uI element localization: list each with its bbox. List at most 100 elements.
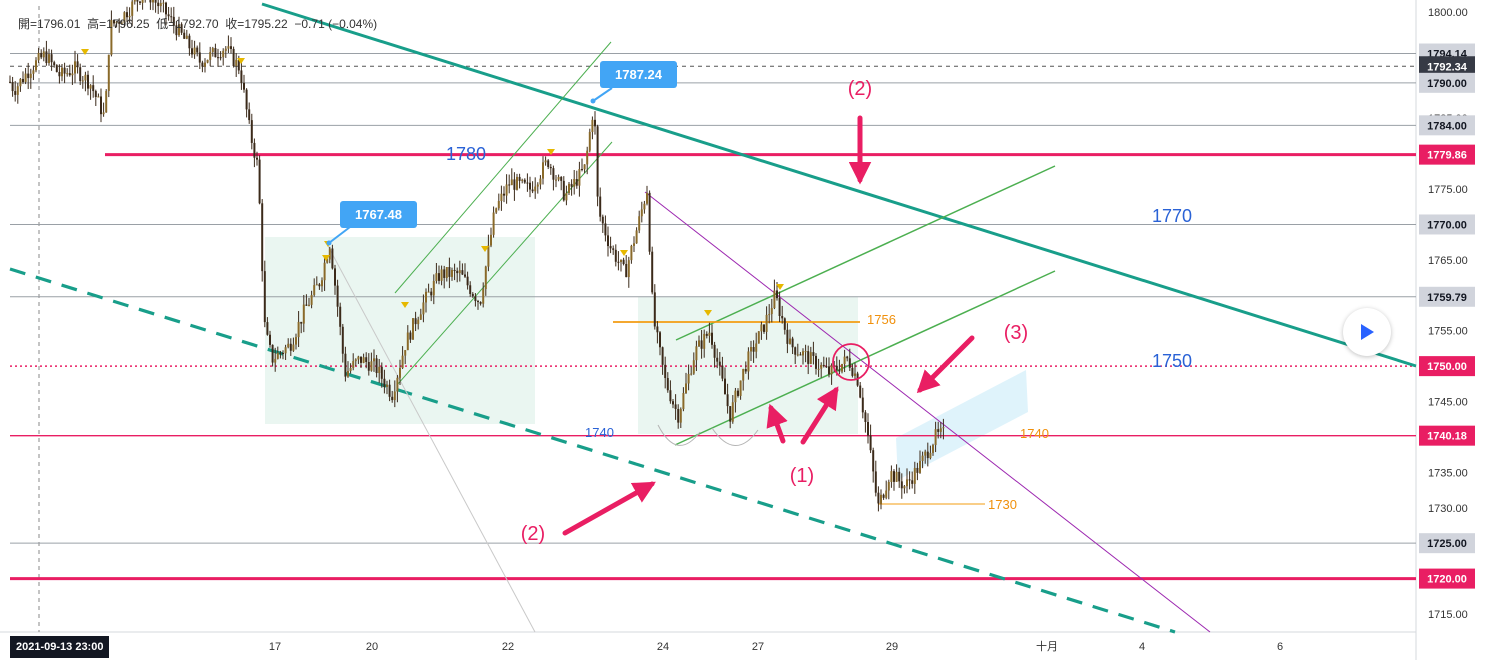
candle-body [721, 365, 724, 379]
x-tick-4: 4 [1139, 641, 1145, 653]
y-tick-label: 1765.00 [1428, 255, 1468, 267]
crosshair-date-badge: 2021-09-13 23:00 [10, 636, 110, 658]
candle-body [334, 268, 336, 286]
candle-body [503, 193, 505, 196]
candle-body [61, 67, 63, 77]
candle-body [747, 351, 750, 372]
candle-body [209, 52, 212, 60]
candle-body [79, 67, 82, 81]
candle-body [258, 159, 261, 204]
candle-body [141, 0, 144, 3]
candle-body [219, 57, 222, 59]
open-label: 開 [18, 17, 31, 31]
candle-body [58, 71, 61, 77]
price-badge-bg [1419, 568, 1475, 589]
candle-body [183, 32, 186, 39]
candle-body [409, 332, 412, 340]
candle-body [347, 370, 349, 377]
candle-body [430, 291, 433, 296]
candle-body [154, 0, 157, 3]
candle-body [318, 284, 321, 287]
candle-body [828, 366, 830, 375]
arrow-left-down [916, 335, 975, 394]
candle-body [328, 248, 331, 260]
candle-body [516, 176, 518, 190]
candle-body [880, 494, 882, 504]
candle-body [487, 245, 490, 267]
candle-body [838, 369, 841, 372]
candle-body [180, 24, 183, 33]
candle-body [357, 356, 360, 360]
candle-body [336, 285, 339, 307]
breakout-circle [832, 343, 870, 381]
candle-body [55, 65, 58, 72]
price-badge-bg [1419, 356, 1475, 377]
candle-body [185, 35, 188, 39]
candle-body [492, 212, 495, 235]
wave-label-3: (3) [1004, 322, 1028, 344]
callout-pointer-2 [328, 226, 351, 244]
candle-body [695, 346, 698, 361]
candle-body [609, 246, 612, 249]
candle-body [934, 429, 937, 446]
candle-body [651, 251, 654, 293]
candle-body [705, 333, 708, 336]
candle-body [575, 179, 578, 186]
candle-body [601, 216, 604, 224]
candle-body [937, 429, 940, 432]
candle-body [599, 196, 602, 217]
candle-body [352, 361, 355, 368]
candle-body [198, 52, 201, 63]
candle-body [500, 193, 503, 201]
level-label-1780: 1780 [446, 144, 486, 164]
candle-body [872, 450, 875, 472]
candle-body [700, 340, 703, 349]
candle-body [682, 393, 685, 410]
candle-body [245, 89, 248, 110]
candle-body [490, 234, 492, 246]
candle-body [118, 21, 121, 24]
play-button[interactable] [1343, 308, 1391, 356]
candle-body [716, 357, 719, 362]
candle-body [830, 365, 833, 375]
candle-body [633, 243, 635, 246]
y-tick-label: 1745.00 [1428, 397, 1468, 409]
price-badge-bg [1419, 533, 1475, 554]
candle-body [594, 119, 596, 127]
candle-body [50, 54, 53, 63]
candle-body [399, 367, 401, 378]
candle-body [815, 355, 817, 369]
candle-body [404, 350, 407, 356]
candle-body [451, 269, 453, 277]
candle-body [201, 62, 204, 67]
candle-body [607, 235, 609, 247]
candle-body [131, 1, 134, 16]
level-label-1730: 1730 [988, 497, 1017, 512]
candle-body [435, 273, 438, 281]
candle-body [474, 296, 477, 302]
candle-body [864, 412, 867, 422]
candle-body [568, 183, 570, 193]
range-box-1 [265, 237, 535, 424]
x-tick-20: 20 [366, 641, 378, 653]
candle-body [269, 334, 271, 345]
pattern-arc-1 [657, 424, 701, 446]
candle-body [172, 16, 175, 26]
candle-body [661, 347, 664, 365]
candle-body [552, 168, 555, 180]
candle-body [292, 344, 295, 351]
candle-body [544, 160, 547, 163]
callout-1787: 1787.24 [615, 67, 663, 82]
candle-body [227, 46, 230, 49]
candle-body [851, 367, 854, 376]
candle-body [32, 70, 35, 74]
candle-body [76, 61, 79, 68]
arrow-right [562, 481, 656, 536]
candle-body [529, 182, 531, 190]
candle-body [916, 467, 919, 473]
candle-body [903, 486, 906, 489]
candle-body [40, 52, 43, 58]
candle-body [942, 427, 945, 429]
candle-body [110, 20, 113, 55]
candle-body [929, 452, 932, 459]
